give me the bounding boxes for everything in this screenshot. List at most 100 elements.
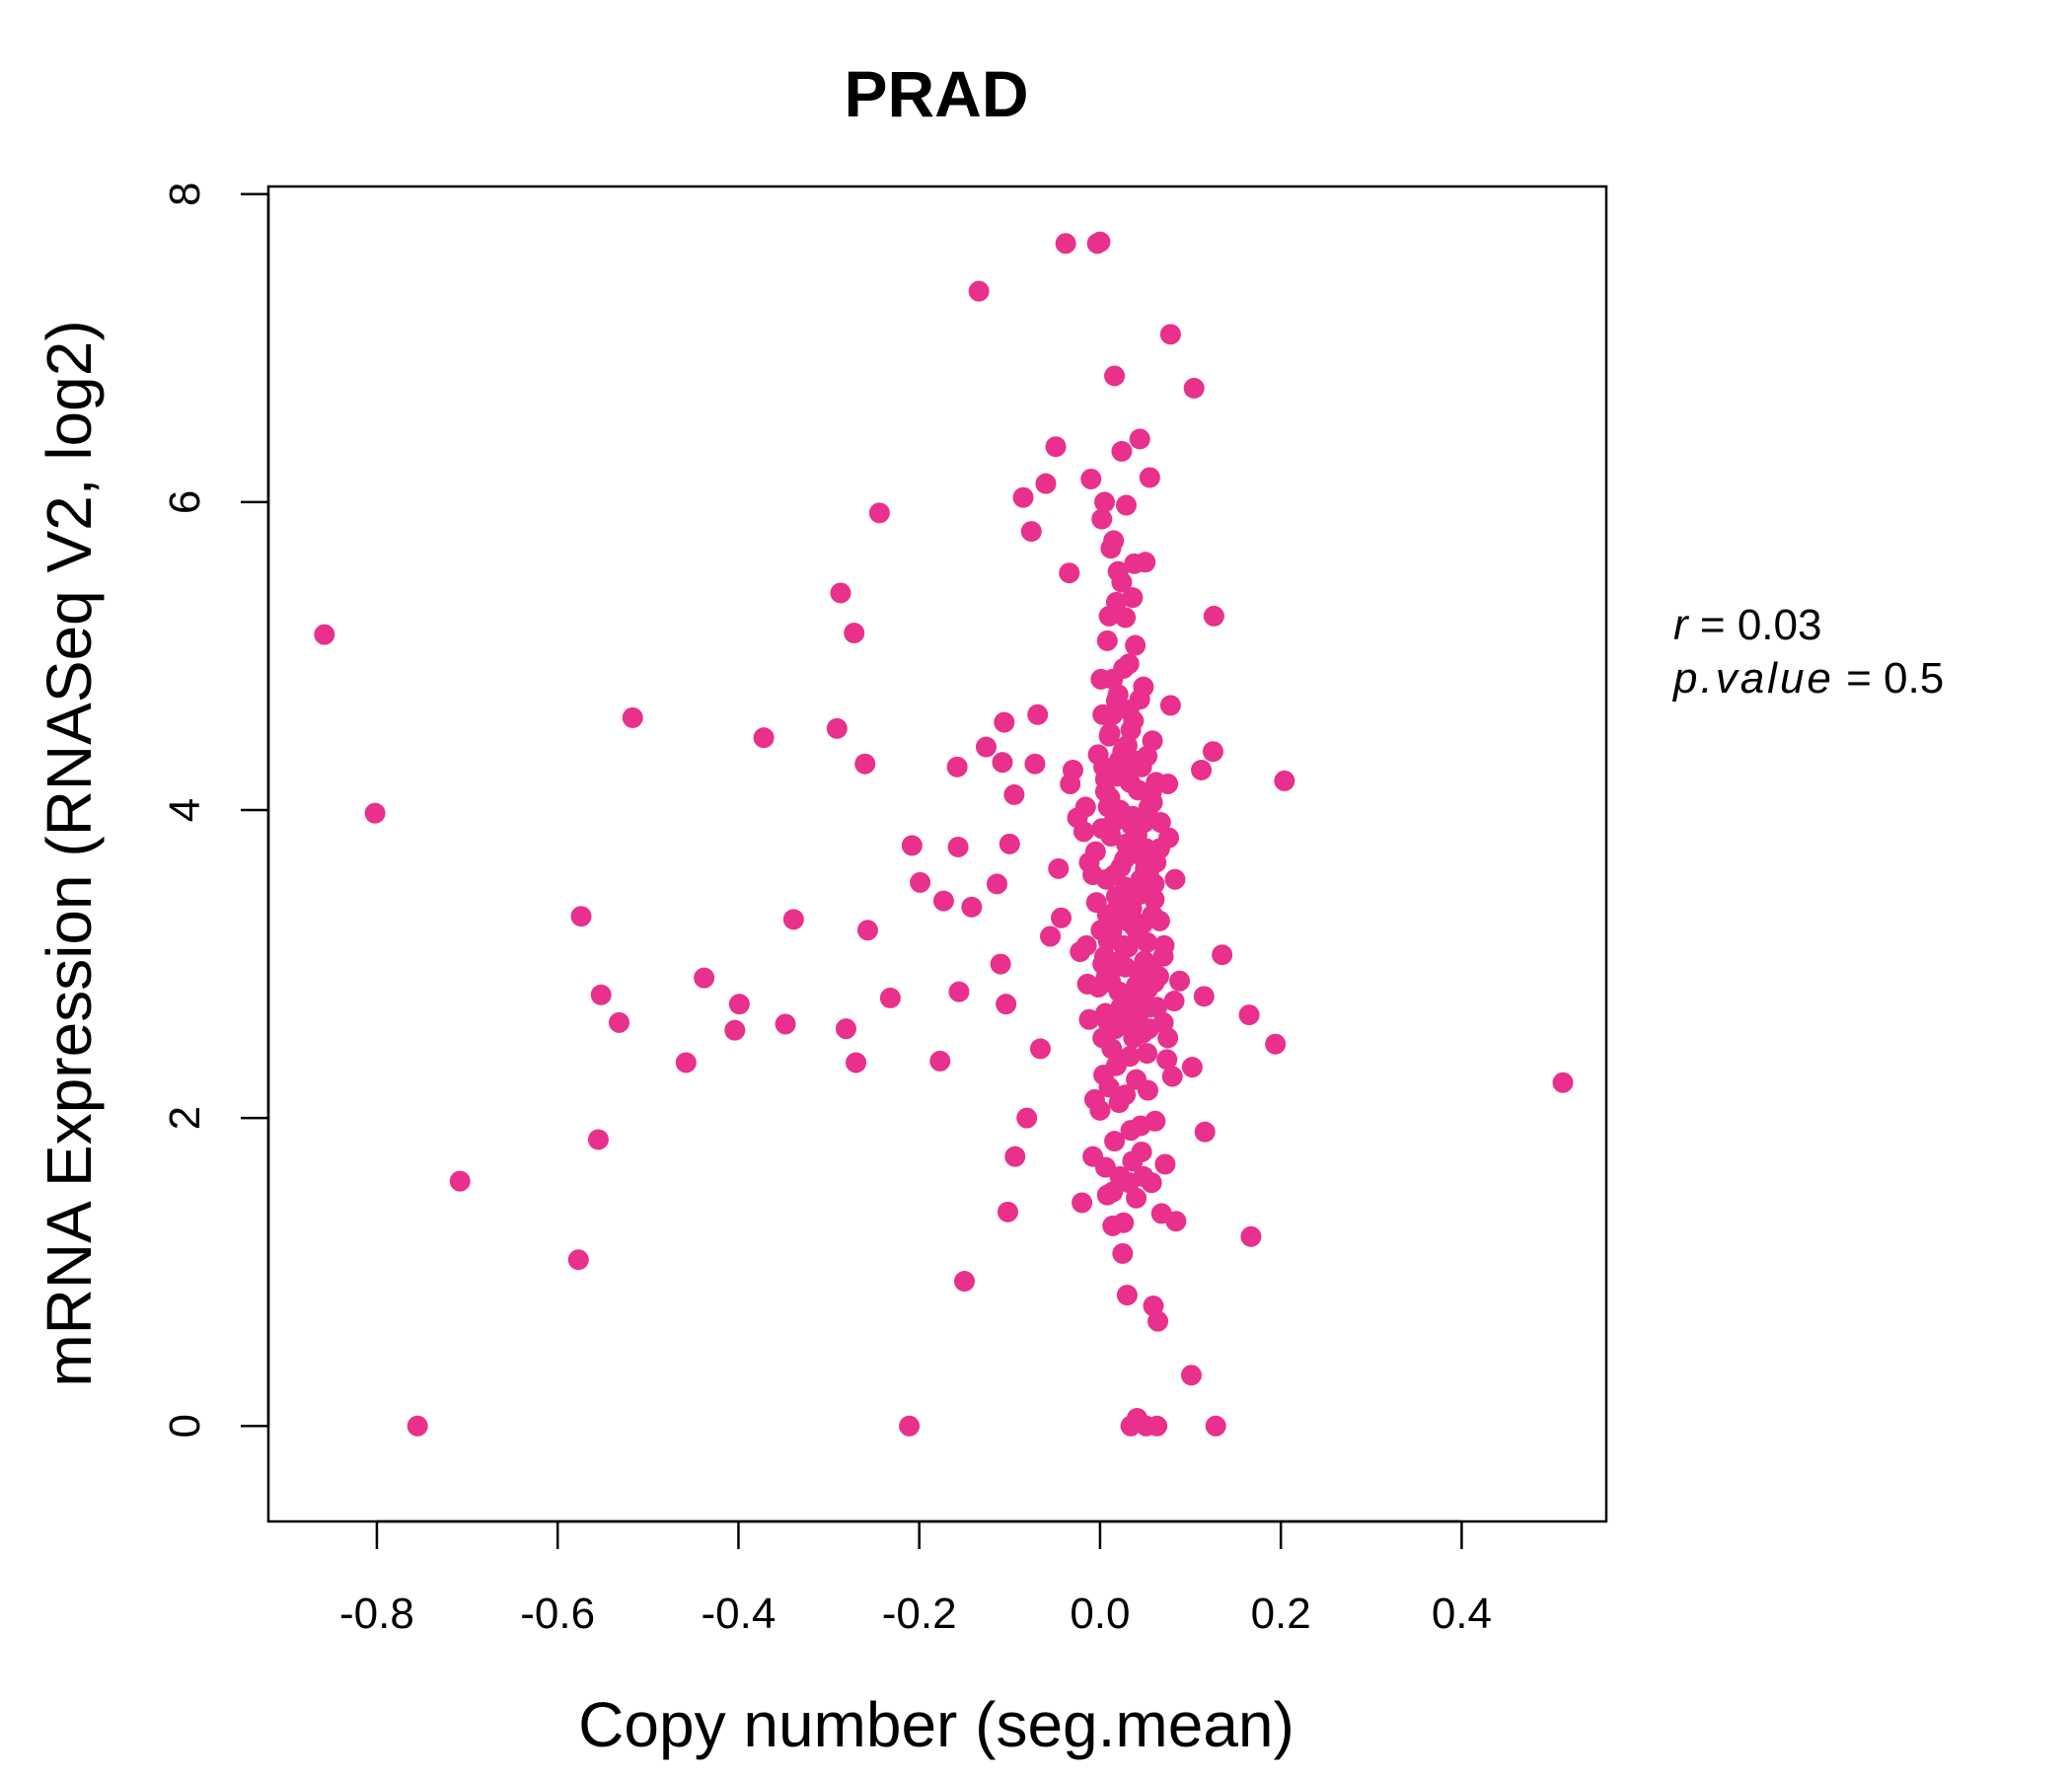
data-point	[1147, 1310, 1169, 1332]
data-point	[1112, 1242, 1134, 1264]
data-point	[997, 1201, 1018, 1222]
data-point	[1104, 365, 1126, 387]
data-point	[1123, 1027, 1145, 1049]
data-point	[567, 1249, 589, 1271]
data-point	[990, 953, 1011, 975]
data-point	[1040, 925, 1062, 947]
data-point	[844, 623, 865, 644]
data-point	[1115, 956, 1137, 978]
data-point	[901, 835, 923, 856]
x-tick-label: 0.2	[1251, 1590, 1311, 1638]
data-point	[1138, 796, 1159, 818]
data-point	[1159, 695, 1181, 716]
data-point	[830, 582, 851, 604]
data-point	[1029, 1038, 1051, 1060]
data-point	[996, 994, 1017, 1015]
data-point	[999, 833, 1020, 854]
data-point	[1055, 233, 1076, 255]
data-point	[724, 1019, 746, 1041]
data-point	[1129, 689, 1150, 710]
data-point	[1003, 783, 1025, 805]
data-point	[1020, 521, 1042, 543]
data-point	[932, 890, 954, 912]
data-point	[1142, 730, 1163, 752]
data-point	[1124, 553, 1146, 574]
svg-text:p.value = 0.5: p.value = 0.5	[1671, 654, 1944, 703]
data-point	[314, 624, 335, 645]
data-point	[675, 1052, 697, 1073]
data-point	[968, 280, 990, 302]
data-point	[1156, 1049, 1178, 1071]
data-point	[1212, 944, 1233, 966]
data-point	[1098, 1076, 1120, 1098]
x-axis: -0.8 -0.6 -0.4 -0.2 0.0 0.2 0.4	[339, 1519, 1492, 1638]
data-point	[1024, 753, 1046, 775]
x-tick-label: 0.4	[1432, 1590, 1492, 1638]
data-point	[728, 994, 750, 1015]
data-point	[1075, 934, 1097, 956]
y-axis-label: mRNA Expression (RNASeq V2, log2)	[34, 320, 105, 1386]
data-point	[1078, 1008, 1100, 1030]
y-axis: 0 2 4 6 8	[161, 183, 270, 1438]
data-point	[1183, 377, 1205, 399]
y-tick-label: 0	[161, 1414, 209, 1438]
data-point	[986, 873, 1007, 895]
data-point	[1265, 1033, 1287, 1055]
data-point	[947, 836, 969, 857]
data-point	[1091, 818, 1113, 840]
data-point	[1059, 562, 1080, 584]
data-point	[835, 1018, 856, 1040]
data-point	[1074, 796, 1096, 818]
x-axis-label: Copy number (seg.mean)	[578, 1689, 1295, 1760]
data-point	[1165, 1211, 1187, 1232]
data-point	[1116, 910, 1138, 931]
data-point	[1027, 703, 1049, 725]
data-point	[1108, 750, 1130, 772]
data-point	[1120, 1120, 1142, 1142]
data-point	[1116, 1285, 1138, 1306]
data-point	[590, 984, 612, 1005]
data-point	[826, 717, 848, 739]
points-layer	[314, 231, 1574, 1437]
data-point	[856, 920, 878, 941]
data-point	[1096, 629, 1118, 651]
data-point	[1090, 920, 1112, 941]
data-point	[1180, 1365, 1202, 1386]
data-point	[1004, 1146, 1026, 1167]
x-tick-label: -0.2	[882, 1590, 957, 1638]
r-equals: =	[1688, 601, 1738, 649]
data-point	[1127, 925, 1148, 947]
x-tick-label: -0.4	[702, 1590, 777, 1638]
data-point	[1194, 1121, 1216, 1143]
data-point	[1094, 780, 1116, 802]
data-point	[1130, 868, 1151, 890]
data-point	[1133, 1165, 1154, 1187]
data-point	[364, 802, 386, 824]
r-label: r	[1673, 601, 1690, 649]
data-point	[1138, 1018, 1159, 1040]
data-point	[1105, 1055, 1127, 1076]
data-point	[1104, 864, 1126, 886]
data-point	[1119, 772, 1141, 793]
data-point	[608, 1011, 629, 1033]
data-point	[1240, 1225, 1262, 1247]
data-point	[1073, 821, 1094, 843]
data-point	[1144, 889, 1165, 911]
data-point	[948, 981, 970, 1002]
data-point	[1125, 634, 1147, 656]
data-point	[1105, 885, 1127, 907]
data-point	[1089, 1099, 1111, 1121]
data-point	[1094, 1156, 1116, 1178]
data-point	[1153, 934, 1175, 956]
r-value: 0.03	[1738, 601, 1822, 649]
data-point	[1144, 972, 1165, 994]
data-point	[868, 502, 890, 524]
data-point	[570, 906, 592, 927]
data-point	[1157, 773, 1179, 794]
data-point	[1193, 986, 1215, 1007]
data-point	[1111, 440, 1133, 462]
data-point	[1141, 780, 1162, 802]
data-point	[994, 711, 1015, 733]
data-point	[1181, 1057, 1203, 1078]
